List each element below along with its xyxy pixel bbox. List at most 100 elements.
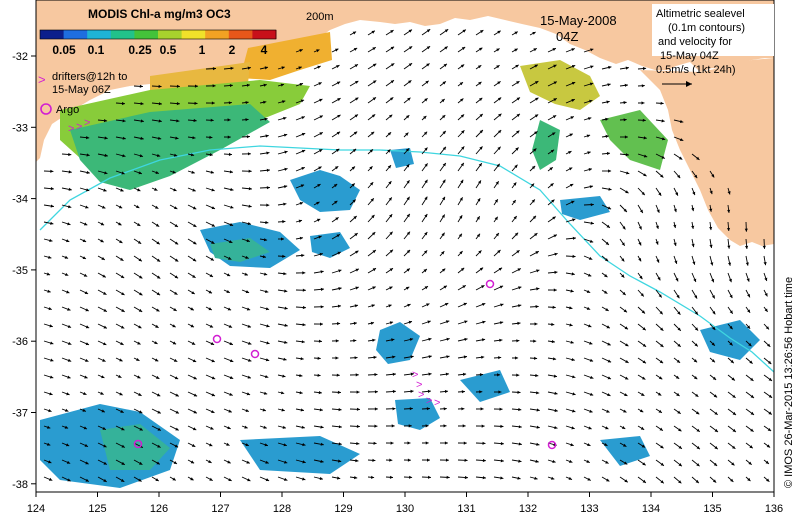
velocity-arrow-head: [514, 31, 518, 35]
velocity-arrow-head: [426, 407, 430, 411]
velocity-arrow-head: [246, 392, 251, 396]
colorbar-segment: [252, 30, 277, 39]
velocity-arrow-head: [479, 97, 483, 101]
velocity-arrow-head: [729, 342, 733, 346]
velocity-arrow-head: [389, 214, 393, 218]
velocity-arrow-head: [424, 286, 428, 290]
velocity-arrow-head: [427, 389, 431, 393]
velocity-arrow-head: [534, 131, 538, 135]
velocity-arrow-head: [389, 114, 393, 118]
velocity-arrow-head: [642, 327, 646, 331]
velocity-arrow-head: [172, 324, 176, 328]
velocity-arrow-head: [588, 117, 592, 121]
velocity-arrow-head: [175, 427, 179, 431]
velocity-arrow-head: [284, 167, 288, 171]
velocity-arrow-head: [642, 118, 646, 122]
velocity-arrow-head: [371, 214, 375, 219]
velocity-arrow-head: [693, 359, 698, 363]
velocity-arrow-head: [642, 462, 646, 466]
velocity-arrow-head: [639, 209, 643, 213]
velocity-arrow-head: [408, 63, 413, 67]
velocity-arrow-head: [191, 170, 195, 174]
velocity-arrow-head: [660, 101, 664, 105]
velocity-arrow-head: [714, 428, 718, 432]
velocity-arrow-head: [139, 275, 143, 279]
drifter-marker: >: [434, 397, 440, 409]
velocity-arrow-head: [589, 409, 593, 413]
velocity-arrow-head: [263, 238, 268, 242]
velocity-arrow-head: [157, 427, 161, 431]
velocity-arrow-head: [551, 132, 556, 136]
velocity-arrow-head: [120, 188, 124, 192]
velocity-arrow-head: [745, 262, 749, 266]
velocity-arrow-head: [461, 130, 465, 134]
velocity-arrow-head: [192, 274, 196, 278]
velocity-arrow-head: [589, 341, 593, 345]
drifters-label-1: drifters@12h to: [52, 71, 127, 83]
x-tick-label: 125: [88, 503, 106, 515]
velocity-arrow-head: [228, 478, 232, 481]
velocity-arrow-head: [316, 201, 320, 205]
velocity-arrow-head: [66, 239, 70, 243]
velocity-arrow-head: [387, 165, 391, 169]
velocity-arrow-head: [658, 376, 663, 380]
velocity-arrow-head: [479, 146, 483, 150]
velocity-arrow-head: [661, 137, 666, 141]
velocity-arrow-head: [516, 250, 520, 254]
velocity-arrow-head: [461, 407, 465, 411]
velocity-arrow-head: [389, 475, 393, 479]
velocity-arrow-head: [405, 286, 410, 290]
velocity-arrow-head: [318, 166, 322, 170]
velocity-arrow-head: [102, 358, 106, 362]
velocity-arrow-head: [101, 375, 105, 379]
velocity-arrow-head: [624, 326, 628, 330]
velocity-arrow-head: [301, 167, 305, 170]
velocity-arrow-head: [588, 324, 592, 328]
velocity-arrow-head: [174, 291, 178, 295]
velocity-arrow-head: [371, 475, 375, 479]
velocity-arrow-head: [212, 67, 216, 71]
colorbar-segment: [205, 30, 230, 39]
velocity-arrow-head: [227, 118, 231, 122]
x-tick-label: 130: [396, 503, 414, 515]
velocity-arrow-head: [338, 442, 342, 446]
velocity-arrow-head: [655, 241, 659, 245]
velocity-arrow-head: [120, 478, 125, 482]
velocity-arrow-head: [552, 216, 556, 220]
velocity-arrow-head: [745, 245, 749, 249]
velocity-arrow-head: [355, 97, 359, 101]
velocity-arrow-head: [624, 479, 628, 483]
velocity-arrow-head: [372, 97, 376, 101]
velocity-arrow-head: [319, 252, 323, 256]
velocity-arrow-head: [533, 148, 537, 152]
velocity-arrow-head: [572, 218, 576, 222]
velocity-arrow-head: [590, 48, 594, 52]
legend-tick-label: 0.25: [128, 43, 152, 57]
velocity-arrow-head: [443, 424, 447, 428]
velocity-arrow-head: [193, 118, 197, 123]
velocity-arrow-head: [282, 374, 286, 378]
velocity-arrow-head: [175, 393, 179, 397]
velocity-arrow-head: [212, 84, 216, 88]
argo-floats: [133, 279, 557, 450]
velocity-arrow-head: [282, 100, 286, 104]
velocity-arrow-head: [482, 458, 486, 463]
velocity-arrow-head: [391, 424, 395, 428]
velocity-arrow-head: [335, 356, 339, 360]
velocity-arrow-head: [480, 407, 484, 411]
velocity-arrow-head: [156, 393, 161, 397]
velocity-arrow-head: [173, 358, 178, 362]
y-axis: -32 -33 -34 -35 -36 -37 -38: [12, 51, 36, 491]
velocity-arrow-head: [174, 444, 179, 448]
altimetry-line-5: 0.5m/s (1kt 24h): [656, 64, 735, 76]
velocity-arrow-head: [139, 410, 143, 414]
velocity-arrow-head: [370, 198, 374, 202]
velocity-arrow-head: [589, 82, 594, 86]
velocity-arrow-head: [732, 445, 736, 449]
velocity-arrow-head: [552, 459, 556, 463]
velocity-arrow-head: [553, 374, 557, 378]
velocity-arrow-head: [518, 407, 522, 412]
velocity-arrow-head: [174, 258, 179, 262]
velocity-arrow-head: [518, 304, 522, 308]
velocity-arrow-head: [193, 410, 197, 414]
